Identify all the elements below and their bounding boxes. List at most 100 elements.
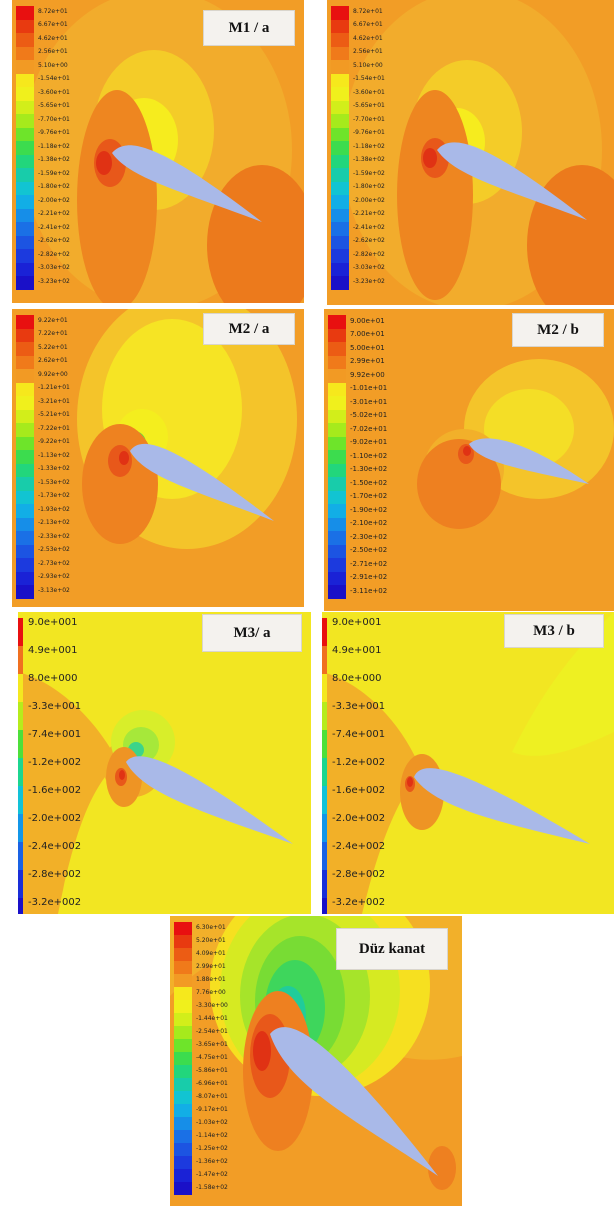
legend-label: -1.70e+02 — [350, 492, 388, 501]
legend-label: -1.50e+02 — [350, 478, 388, 487]
legend-swatch — [16, 423, 34, 437]
legend-label: -4.75e+01 — [196, 1053, 228, 1061]
legend-label: -3.2e+002 — [28, 897, 82, 908]
panel-title-m3a: M3/ a — [202, 614, 302, 652]
legend-swatch — [16, 33, 34, 47]
legend-label: -2.82e+02 — [353, 250, 385, 258]
pressure-field-m2a — [12, 309, 304, 607]
legend-swatch — [328, 531, 346, 545]
legend-label: -1.25e+02 — [196, 1144, 228, 1152]
legend-label: 4.9e+001 — [332, 645, 382, 656]
legend-swatch — [331, 195, 349, 209]
legend-label: -1.21e+01 — [38, 384, 70, 392]
legend-label: 5.10e+00 — [38, 61, 68, 69]
legend-label: 9.00e+01 — [350, 316, 385, 325]
legend-label: -2.4e+002 — [332, 841, 386, 852]
legend-swatch — [174, 948, 192, 961]
contour-panel-m3a: 9.0e+001 4.9e+001 8.0e+000 -3.3e+001 -7.4e+0… — [18, 612, 311, 914]
legend-label: -2.62e+02 — [38, 237, 70, 245]
legend-swatch — [16, 436, 34, 450]
legend-swatch — [18, 646, 23, 674]
legend-swatch — [16, 369, 34, 383]
pressure-field-m3a — [18, 612, 311, 914]
legend-label: -7.4e+001 — [28, 729, 82, 740]
legend-label: 2.99e+01 — [196, 962, 226, 970]
legend-swatch — [322, 646, 327, 674]
legend-swatch — [16, 477, 34, 491]
legend-swatch — [328, 369, 346, 383]
legend-swatch — [16, 87, 34, 101]
legend-label: -1.59e+02 — [353, 169, 385, 177]
legend-swatch — [328, 436, 346, 450]
legend-swatch — [18, 814, 23, 842]
legend-label: 2.56e+01 — [38, 48, 68, 56]
legend-label: -6.96e+01 — [196, 1079, 228, 1087]
legend-swatch — [322, 674, 327, 702]
legend-label: -3.65e+01 — [196, 1040, 228, 1048]
legend-swatch — [16, 531, 34, 545]
legend-swatch — [16, 490, 34, 504]
legend-label: -5.65e+01 — [353, 102, 385, 110]
legend-label: 4.62e+01 — [353, 34, 383, 42]
legend-swatch — [328, 396, 346, 410]
legend-swatch — [174, 1169, 192, 1182]
legend-swatch — [328, 490, 346, 504]
legend-swatch — [174, 1000, 192, 1013]
legend-label: -9.17e+01 — [196, 1105, 228, 1113]
contour-panel-m2a: 9.22e+01 7.22e+01 5.22e+01 2.62e+01 9.92e+00… — [12, 309, 304, 607]
legend-swatch — [174, 974, 192, 987]
legend-swatch — [16, 6, 34, 20]
legend-label: -5.65e+01 — [38, 102, 70, 110]
legend-label: -9.76e+01 — [353, 129, 385, 137]
legend-label: -1.18e+02 — [353, 142, 385, 150]
legend-swatch — [16, 141, 34, 155]
contour-panel-m1a: 8.72e+01 6.67e+01 4.62e+01 2.56e+01 5.10e+00… — [12, 0, 304, 303]
legend-label: 8.72e+01 — [38, 7, 68, 15]
legend-label: 6.30e+01 — [196, 923, 226, 931]
legend-label: -3.03e+02 — [353, 264, 385, 272]
legend-swatch — [174, 1026, 192, 1039]
legend-label: -2.13e+02 — [38, 519, 70, 527]
legend-swatch — [174, 1039, 192, 1052]
legend-swatch — [16, 195, 34, 209]
legend-swatch — [174, 1182, 192, 1195]
legend-swatch — [328, 382, 346, 396]
legend-swatch — [16, 181, 34, 195]
legend-label: -1.36e+02 — [196, 1157, 228, 1165]
legend-label: -1.6e+002 — [332, 785, 386, 796]
legend-swatch — [328, 517, 346, 531]
panel-title-m2a: M2 / a — [203, 313, 295, 345]
legend-label: -2.53e+02 — [38, 546, 70, 554]
legend-swatch — [331, 141, 349, 155]
legend-swatch — [322, 758, 327, 786]
legend-swatch — [331, 19, 349, 33]
legend-swatch — [328, 504, 346, 518]
legend-label: 4.62e+01 — [38, 34, 68, 42]
panel-title-m1a: M1 / a — [203, 10, 295, 46]
legend-swatch — [16, 396, 34, 410]
legend-label: 5.10e+00 — [353, 61, 383, 69]
legend-label: -7.70e+01 — [353, 115, 385, 123]
legend-swatch — [174, 1156, 192, 1169]
legend-label: -1.6e+002 — [28, 785, 82, 796]
legend-swatch — [328, 544, 346, 558]
color-legend-m2a: 9.22e+01 7.22e+01 5.22e+01 2.62e+01 9.92e+00… — [16, 315, 96, 605]
legend-swatch — [16, 558, 34, 572]
legend-label: -2.33e+02 — [38, 532, 70, 540]
legend-label: -7.70e+01 — [38, 115, 70, 123]
legend-label: -3.23e+02 — [353, 277, 385, 285]
legend-label: -2.30e+02 — [350, 532, 388, 541]
legend-label: -3.01e+01 — [350, 397, 388, 406]
legend-swatch — [328, 409, 346, 423]
legend-swatch — [322, 730, 327, 758]
legend-swatch — [331, 100, 349, 114]
legend-swatch — [331, 154, 349, 168]
legend-swatch — [331, 168, 349, 182]
legend-swatch — [174, 1065, 192, 1078]
legend-swatch — [16, 328, 34, 342]
legend-label: -2.00e+02 — [38, 196, 70, 204]
legend-swatch — [331, 276, 349, 290]
legend-label: -1.18e+02 — [38, 142, 70, 150]
legend-label: -3.13e+02 — [38, 586, 70, 594]
legend-label: 7.22e+01 — [38, 330, 68, 338]
